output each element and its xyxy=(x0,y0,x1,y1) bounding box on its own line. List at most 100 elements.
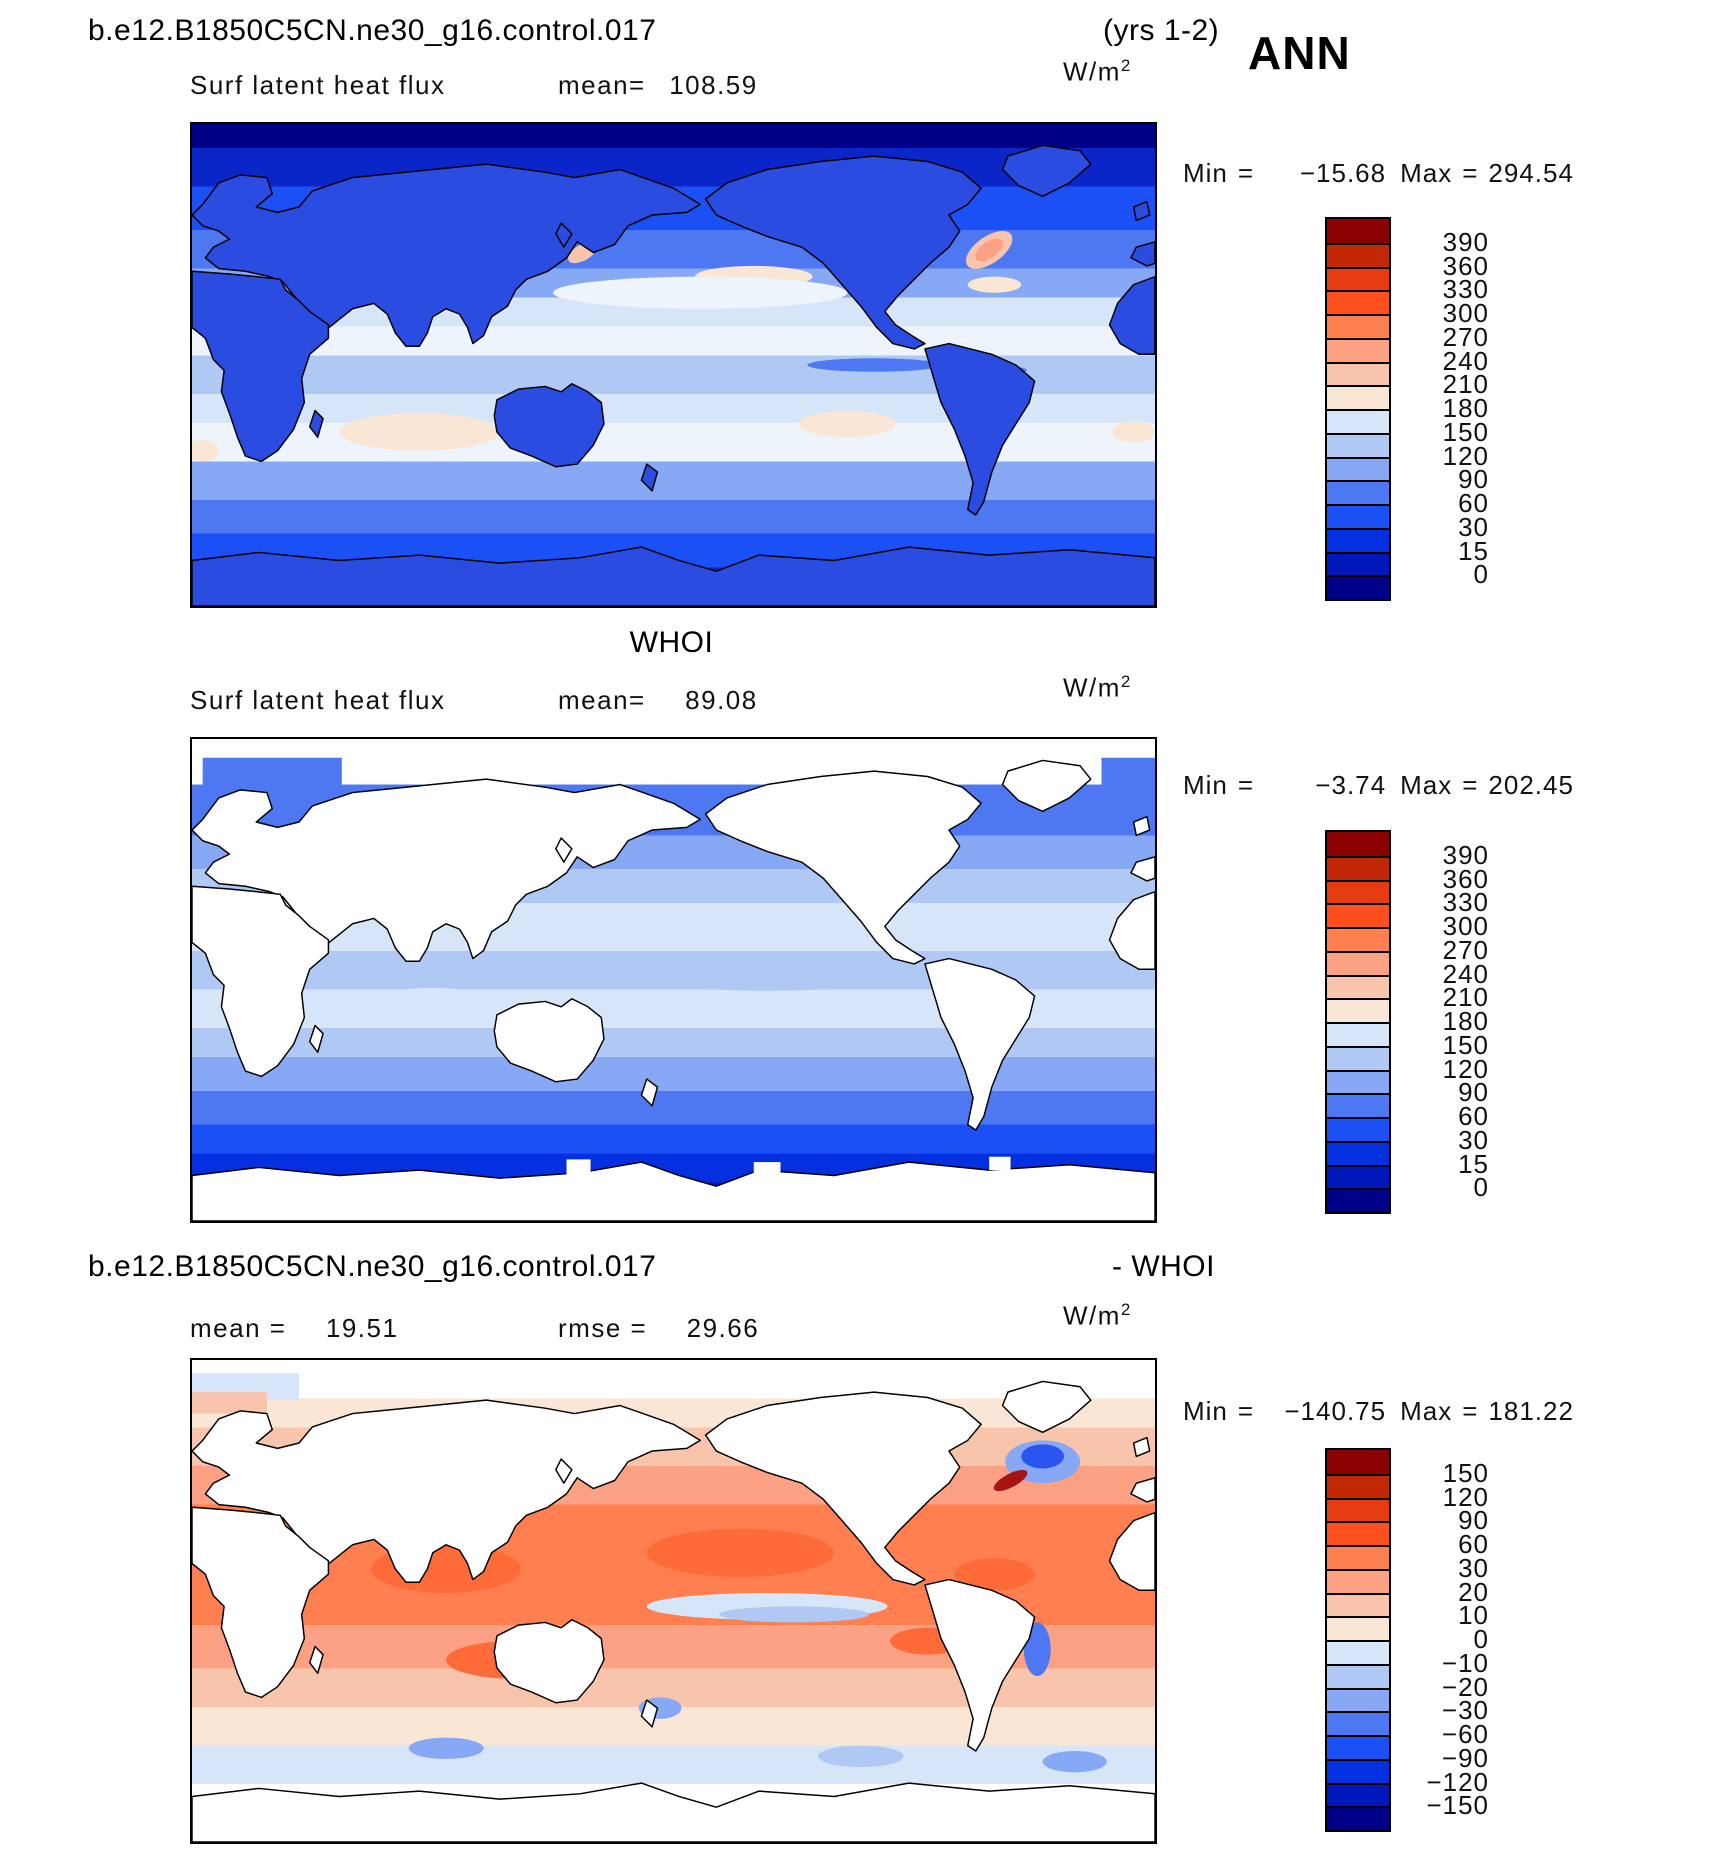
colorbar-segment xyxy=(1327,1663,1389,1688)
difference-map xyxy=(190,1358,1157,1844)
p1-min-value: −15.68 xyxy=(1299,158,1387,188)
p2-mean-stat: mean= 89.08 xyxy=(558,685,758,716)
colorbar-segment xyxy=(1327,927,1389,951)
colorbar-tick-label: 360 xyxy=(1442,863,1489,894)
colorbar-segment xyxy=(1327,879,1389,904)
colorbar-segment xyxy=(1327,219,1389,243)
colorbar-segment xyxy=(1327,1093,1389,1117)
colorbar-bar xyxy=(1325,830,1391,1214)
p3-min-label: Min xyxy=(1183,1396,1228,1426)
colorbar-tick-label: 15 xyxy=(1458,1148,1489,1179)
colorbar-segment xyxy=(1327,1450,1389,1474)
colorbar-segment xyxy=(1327,527,1389,552)
colorbar-tick-label: 0 xyxy=(1473,559,1489,590)
p2-max-eq: = xyxy=(1462,770,1479,800)
colorbar-segment xyxy=(1327,1473,1389,1498)
colorbar-segment xyxy=(1327,974,1389,999)
colorbar-segment xyxy=(1327,480,1389,504)
colorbar-tick-label: 0 xyxy=(1473,1172,1489,1203)
colorbar-segment xyxy=(1327,1568,1389,1593)
colorbar-tick-label: −30 xyxy=(1441,1695,1489,1726)
colorbar-tick-label: 120 xyxy=(1442,1053,1489,1084)
p1-mean-value: 108.59 xyxy=(669,70,758,100)
colorbar-segment xyxy=(1327,1806,1389,1830)
p3-units-base: W/m xyxy=(1063,1300,1121,1331)
run-title: b.e12.B1850C5CN.ne30_g16.control.017 xyxy=(88,14,657,47)
p2-units-exponent: 2 xyxy=(1120,672,1132,691)
colorbar-segment xyxy=(1327,1188,1389,1212)
colorbar-tick-label: 210 xyxy=(1442,369,1489,400)
colorbar-tick-label: 30 xyxy=(1458,1124,1489,1155)
p1-units-base: W/m xyxy=(1063,56,1121,87)
p3-rmse-label: rmse = xyxy=(558,1313,648,1343)
colorbar-segment xyxy=(1327,361,1389,386)
colorbar-bar xyxy=(1325,217,1391,601)
colorbar-segment xyxy=(1327,551,1389,576)
colorbar-tick-label: 120 xyxy=(1442,1481,1489,1512)
model-map xyxy=(190,122,1157,608)
p3-max-value: 181.22 xyxy=(1488,1396,1574,1426)
colorbar-segment xyxy=(1327,1497,1389,1522)
p1-units-label: W/m2 xyxy=(1063,56,1132,88)
colorbar-bar xyxy=(1325,1448,1391,1832)
p2-units-label: W/m2 xyxy=(1063,672,1132,704)
colorbar-tick-label: −120 xyxy=(1426,1766,1489,1797)
colorbar-tick-label: −90 xyxy=(1441,1742,1489,1773)
colorbar-tick-label: 150 xyxy=(1442,1029,1489,1060)
colorbar-tick-label: 90 xyxy=(1458,464,1489,495)
colorbar-tick-label: 90 xyxy=(1458,1505,1489,1536)
colorbar-segment xyxy=(1327,337,1389,362)
obs-map xyxy=(190,737,1157,1223)
colorbar-tick-label: 20 xyxy=(1458,1576,1489,1607)
colorbar-tick-label: 240 xyxy=(1442,345,1489,376)
colorbar-tick-label: 30 xyxy=(1458,1552,1489,1583)
p1-colorbar: 390 360 330 300 270 240 210 180 150 120 90 60 30 15 0 xyxy=(1325,217,1535,609)
colorbar-segment xyxy=(1327,456,1389,481)
colorbar-tick-label: 210 xyxy=(1442,982,1489,1013)
p1-mean-stat: mean= 108.59 xyxy=(558,70,758,101)
colorbar-tick-label: 60 xyxy=(1458,488,1489,518)
colorbar-segment xyxy=(1327,1545,1389,1569)
p1-mean-label: mean= xyxy=(558,70,646,100)
colorbar-segment xyxy=(1327,998,1389,1022)
colorbar-tick-label: 30 xyxy=(1458,511,1489,542)
colorbar-segment xyxy=(1327,832,1389,856)
colorbar-segment xyxy=(1327,1069,1389,1094)
p3-mean-label: mean = xyxy=(190,1313,287,1343)
p3-rmse-value: 29.66 xyxy=(686,1313,760,1343)
colorbar-tick-label: 390 xyxy=(1442,226,1489,257)
colorbar-segment xyxy=(1327,855,1389,880)
p3-mean-value: 19.51 xyxy=(325,1313,399,1343)
obs-map-canvas xyxy=(192,739,1155,1221)
p2-units-base: W/m xyxy=(1063,672,1121,703)
colorbar-tick-label: 90 xyxy=(1458,1077,1489,1108)
season-label: ANN xyxy=(1248,27,1351,79)
p2-min-label: Min xyxy=(1183,770,1228,800)
p1-field-label: Surf latent heat flux xyxy=(190,70,446,100)
colorbar-segment xyxy=(1327,1616,1389,1640)
model-map-canvas xyxy=(192,124,1155,606)
p1-max-label: Max xyxy=(1400,158,1453,188)
p3-units-exponent: 2 xyxy=(1120,1300,1132,1319)
p3-title-left: b.e12.B1850C5CN.ne30_g16.control.017 xyxy=(88,1250,657,1283)
p3-minmax-stat: Min = −140.75 Max = 181.22 xyxy=(1183,1396,1574,1427)
p3-colorbar: 150 120 90 60 30 20 10 0 −10 −20 −30 −60 −90 −120 −150 xyxy=(1325,1448,1535,1840)
p2-colorbar: 390 360 330 300 270 240 210 180 150 120 90 60 30 15 0 xyxy=(1325,830,1535,1222)
colorbar-tick-label: 180 xyxy=(1442,393,1489,423)
p2-field-label: Surf latent heat flux xyxy=(190,685,446,715)
colorbar-segment xyxy=(1327,1045,1389,1070)
colorbar-tick-label: 300 xyxy=(1442,298,1489,328)
colorbar-segment xyxy=(1327,1735,1389,1759)
colorbar-segment xyxy=(1327,1521,1389,1545)
p3-max-label: Max xyxy=(1400,1396,1453,1426)
colorbar-tick-label: 390 xyxy=(1442,839,1489,870)
colorbar-tick-label: 360 xyxy=(1442,250,1489,281)
p1-min-eq: = xyxy=(1237,158,1255,188)
p3-max-eq: = xyxy=(1462,1396,1479,1426)
colorbar-tick-label: −10 xyxy=(1441,1647,1489,1678)
colorbar-tick-label: 0 xyxy=(1473,1624,1489,1654)
colorbar-segment xyxy=(1327,575,1389,599)
colorbar-tick-label: 330 xyxy=(1442,887,1489,918)
difference-map-canvas xyxy=(192,1360,1155,1842)
